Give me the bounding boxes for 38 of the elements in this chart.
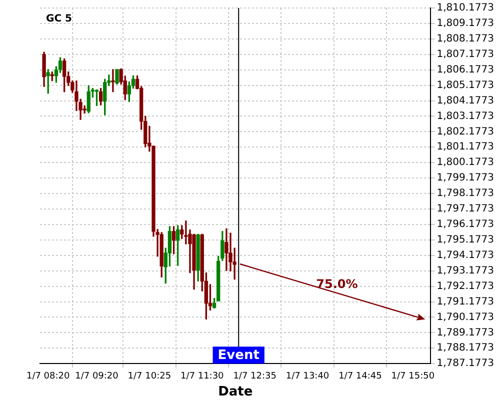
y-tick-label: 1,801.1773 [436,142,494,153]
x-tick-label: 1/7 13:40 [286,371,330,382]
y-tick-label: 1,804.1773 [436,95,494,106]
x-tick-label: 1/7 14:45 [338,371,382,382]
y-tick-label: 1,789.1773 [436,327,494,338]
annotation: 75.0% [316,276,358,291]
y-tick-label: 1,794.1773 [436,250,494,261]
y-tick-label: 1,795.1773 [436,234,494,246]
y-tick-label: 1,805.1773 [436,80,494,91]
y-tick-label: 1,810.1773 [436,2,494,14]
y-tick-label: 1,807.1773 [436,48,494,60]
y-tick-label: 1,790.1773 [436,312,494,323]
y-tick-label: 1,796.1773 [436,219,494,230]
y-tick-label: 1,798.1773 [436,188,494,200]
candlestick [111,69,115,92]
y-tick-label: 1,787.1773 [436,358,494,370]
y-tick-label: 1,788.1773 [436,342,494,354]
x-tick-label: 1/7 10:25 [128,371,172,382]
ref-line-label: Event [218,348,260,363]
y-tick-label: 1,797.1773 [436,204,494,215]
y-tick-label: 1,799.1773 [436,172,494,184]
x-tick-label: 1/7 12:35 [233,371,276,382]
x-tick-label: 1/7 08:20 [26,371,70,382]
candlestick [184,220,188,244]
text: GC 5 [46,14,72,25]
y-tick-label: 1,791.1773 [436,296,494,308]
y-tick-label: 1,809.1773 [436,18,494,30]
y-tick-label: 1,808.1773 [436,34,494,45]
x-tick-label: 1/7 11:30 [180,371,224,382]
x-tick-label: 1/7 15:50 [391,371,435,382]
x-tick-label: 1/7 09:20 [75,371,119,382]
y-tick-label: 1,792.1773 [436,280,494,292]
y-tick-label: 1,793.1773 [436,265,494,276]
x-axis-title: Date [218,384,253,400]
y-tick-label: 1,803.1773 [436,110,494,122]
y-tick-label: 1,802.1773 [436,126,494,138]
y-tick-label: 1,806.1773 [436,64,494,76]
y-tick-label: 1,800.1773 [436,157,494,168]
